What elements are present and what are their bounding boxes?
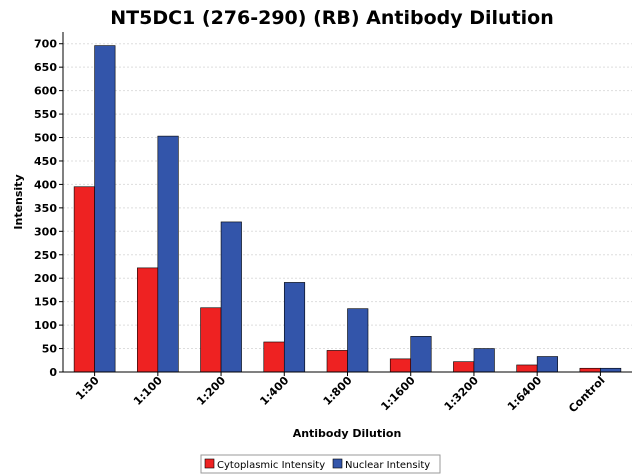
- y-tick-label: 400: [34, 178, 57, 191]
- y-tick-label: 700: [34, 38, 57, 51]
- chart-title: NT5DC1 (276-290) (RB) Antibody Dilution: [110, 7, 554, 29]
- bar-cytoplasmic-intensity-1-1600: [389, 358, 412, 373]
- y-tick-label: 450: [34, 155, 57, 168]
- legend-box: [200, 454, 441, 474]
- bar-nuclear-intensity-1-50: [94, 45, 116, 373]
- y-tick-label: 50: [42, 343, 58, 356]
- bar-nuclear-intensity-1-800: [347, 308, 369, 373]
- bar-nuclear-intensity-1-3200: [473, 348, 495, 373]
- y-axis-label: Intensity: [12, 174, 25, 229]
- x-tick-label: 1:50: [73, 374, 102, 403]
- y-tick-label: 550: [34, 108, 57, 121]
- legend-label-cytoplasmic: Cytoplasmic Intensity: [217, 460, 325, 471]
- y-tick-label: 250: [34, 249, 57, 262]
- y-tick-label: 600: [34, 85, 57, 98]
- x-tick-label: Control: [566, 374, 607, 415]
- x-tick-label: 1:3200: [442, 374, 482, 414]
- bar-cytoplasmic-intensity-1-200: [200, 307, 222, 373]
- bar-nuclear-intensity-1-200: [220, 221, 242, 373]
- x-tick-label: 1:100: [131, 374, 165, 408]
- y-tick-label: 0: [49, 366, 57, 379]
- y-tick-labels: 0 50 100 150 200 250 300 350 400 450 500 550 600 650 7…: [34, 38, 57, 379]
- y-tick-label: 200: [34, 272, 57, 285]
- bar-cytoplasmic-intensity-1-3200: [453, 361, 475, 373]
- bar-nuclear-intensity-1-400: [283, 282, 306, 373]
- y-tick-label: 150: [34, 296, 57, 309]
- bar-cytoplasmic-intensity-1-800: [326, 350, 348, 373]
- x-tick-label: 1:400: [257, 374, 291, 408]
- bar-cytoplasmic-intensity-1-50: [73, 186, 95, 373]
- bar-nuclear-intensity-1-100: [157, 135, 179, 373]
- legend-swatch-nuclear: [332, 458, 343, 469]
- x-tick-label: 1:800: [321, 374, 355, 408]
- bar-nuclear-intensity-control: [600, 367, 622, 373]
- y-tick-label: 100: [34, 319, 57, 332]
- bars: [73, 45, 622, 373]
- bar-nuclear-intensity-1-6400: [536, 356, 558, 373]
- x-tick-label: 1:6400: [505, 374, 545, 414]
- x-tick-labels: 1:50 1:100 1:200 1:400 1:800 1:1600 1:3200 1:64…: [73, 372, 608, 415]
- x-tick-label: 1:200: [194, 374, 228, 408]
- grid-lines: [63, 43, 632, 350]
- bar-cytoplasmic-intensity-1-400: [263, 341, 285, 373]
- bar-cytoplasmic-intensity-1-100: [137, 267, 159, 373]
- y-tick-label: 500: [34, 132, 57, 145]
- legend: Cytoplasmic Intensity Nuclear Intensity: [200, 454, 441, 474]
- y-tick-label: 350: [34, 202, 57, 215]
- x-tick-label: 1:1600: [378, 374, 418, 414]
- legend-swatch-cytoplasmic: [204, 458, 215, 469]
- bar-cytoplasmic-intensity-1-6400: [516, 364, 538, 373]
- y-tick-label: 650: [34, 61, 57, 74]
- y-tick-label: 300: [34, 225, 57, 238]
- bar-cytoplasmic-intensity-control: [579, 367, 601, 373]
- x-axis-label: Antibody Dilution: [293, 427, 402, 440]
- legend-label-nuclear: Nuclear Intensity: [345, 460, 430, 471]
- bar-nuclear-intensity-1-1600: [410, 336, 432, 373]
